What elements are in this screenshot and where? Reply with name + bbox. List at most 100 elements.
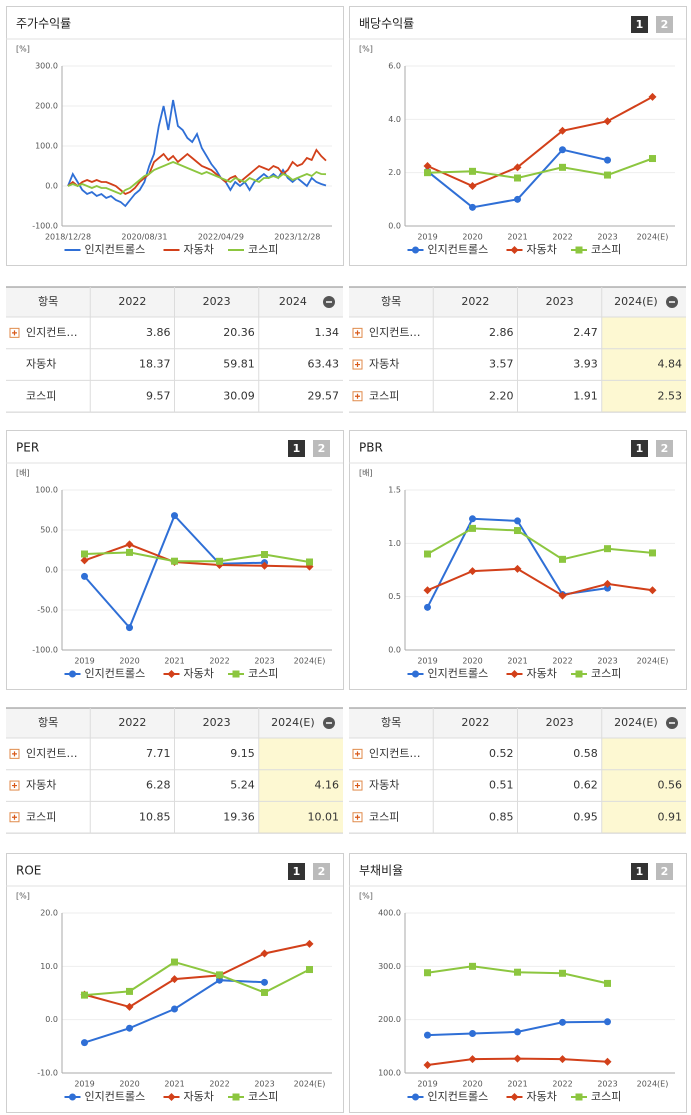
tab-button[interactable] bbox=[313, 440, 330, 457]
table-header-cell: 2023 bbox=[546, 295, 574, 308]
tab-button[interactable] bbox=[656, 863, 673, 880]
x-tick-label: 2020 bbox=[462, 1080, 482, 1089]
tab-button-label[interactable]: 1 bbox=[636, 18, 644, 31]
legend-label: 코스피 bbox=[591, 243, 621, 256]
tab-button[interactable] bbox=[288, 440, 305, 457]
row-label: 코스피 bbox=[369, 389, 399, 402]
tab-button-label[interactable]: 1 bbox=[636, 865, 644, 878]
legend-swatch bbox=[412, 670, 419, 678]
data-point bbox=[81, 1039, 88, 1047]
y-tick-label: 0.0 bbox=[388, 222, 401, 231]
data-point bbox=[261, 551, 268, 559]
table-cell: 1.34 bbox=[315, 326, 340, 339]
table-cell: 9.57 bbox=[146, 389, 171, 402]
tab-button-label[interactable]: 1 bbox=[293, 442, 301, 455]
tab-button[interactable] bbox=[631, 16, 648, 33]
data-point bbox=[306, 966, 313, 974]
table-cell: 3.93 bbox=[573, 358, 598, 371]
data-point bbox=[559, 969, 566, 977]
legend-swatch bbox=[575, 246, 583, 254]
legend-swatch bbox=[232, 1093, 240, 1101]
x-tick-label: 2019 bbox=[417, 1080, 437, 1089]
x-tick-label: 2024(E) bbox=[294, 657, 326, 666]
data-point bbox=[603, 1057, 612, 1066]
legend-swatch bbox=[575, 1093, 583, 1101]
legend-swatch bbox=[232, 670, 240, 678]
data-point bbox=[125, 1002, 134, 1011]
tab-button-label[interactable]: 2 bbox=[661, 865, 669, 878]
tab-button-label[interactable]: 2 bbox=[661, 18, 669, 31]
tab-button-label[interactable]: 2 bbox=[318, 865, 326, 878]
data-point bbox=[604, 156, 611, 164]
legend-label: 인지컨트롤스 bbox=[428, 667, 489, 680]
highlight-cell bbox=[601, 769, 686, 802]
table-cell: 0.62 bbox=[573, 779, 598, 792]
data-point bbox=[126, 548, 133, 556]
legend-label: 자동차 bbox=[184, 667, 214, 680]
data-point bbox=[604, 979, 611, 987]
data-point bbox=[649, 155, 656, 163]
legend-swatch bbox=[167, 670, 176, 678]
legend-swatch bbox=[69, 670, 76, 678]
data-point bbox=[171, 1005, 178, 1013]
x-tick-label: 2022 bbox=[552, 233, 572, 242]
tab-button[interactable] bbox=[656, 16, 673, 33]
row-label: 인지컨트… bbox=[369, 747, 420, 760]
series-line bbox=[67, 161, 327, 196]
table-header-cell: 2022 bbox=[461, 295, 489, 308]
legend-swatch bbox=[412, 246, 419, 254]
data-point bbox=[513, 163, 522, 172]
y-tick-label: 6.0 bbox=[388, 62, 401, 71]
tab-button[interactable] bbox=[288, 863, 305, 880]
tab-button-label[interactable]: 2 bbox=[318, 442, 326, 455]
highlight-cell bbox=[258, 738, 343, 770]
table-cell: 29.57 bbox=[308, 389, 340, 402]
data-point bbox=[604, 545, 611, 553]
y-tick-label: 200.0 bbox=[35, 102, 58, 111]
table-cell: 30.09 bbox=[223, 389, 255, 402]
series-line bbox=[84, 551, 310, 563]
data-point bbox=[170, 975, 179, 984]
data-point bbox=[604, 171, 611, 179]
tab-button[interactable] bbox=[631, 863, 648, 880]
table-cell: 0.85 bbox=[489, 810, 514, 823]
tab-button-label[interactable]: 1 bbox=[636, 442, 644, 455]
data-point bbox=[423, 162, 432, 170]
data-point bbox=[424, 969, 431, 977]
data-point bbox=[604, 1018, 611, 1026]
table-header-cell: 2022 bbox=[118, 716, 146, 729]
panel-title: ROE bbox=[16, 864, 41, 878]
row-label: 인지컨트… bbox=[26, 747, 77, 760]
row-label: 코스피 bbox=[26, 389, 56, 402]
panel bbox=[349, 6, 687, 266]
x-tick-label: 2024(E) bbox=[637, 233, 669, 242]
table-cell: 1.91 bbox=[573, 389, 598, 402]
table-header-cell: 2023 bbox=[203, 716, 231, 729]
data-point bbox=[424, 169, 431, 177]
data-point bbox=[604, 584, 611, 592]
table-cell: 9.15 bbox=[230, 747, 255, 760]
panel-title: PBR bbox=[359, 441, 383, 455]
data-point bbox=[514, 968, 521, 976]
tab-button-label[interactable]: 2 bbox=[661, 442, 669, 455]
table-cell: 63.43 bbox=[308, 358, 340, 371]
x-tick-label: 2023 bbox=[597, 233, 617, 242]
y-tick-label: 200.0 bbox=[378, 1015, 401, 1024]
data-point bbox=[558, 126, 567, 135]
data-point bbox=[603, 579, 612, 588]
x-tick-label: 2019 bbox=[74, 1080, 94, 1089]
unit-label: [%] bbox=[359, 45, 373, 54]
series-line bbox=[67, 99, 327, 208]
highlight-cell bbox=[258, 801, 343, 834]
tab-button[interactable] bbox=[313, 863, 330, 880]
tab-button[interactable] bbox=[656, 440, 673, 457]
panel-title: 부채비율 bbox=[359, 864, 403, 878]
data-point bbox=[648, 92, 657, 101]
x-tick-label: 2023 bbox=[597, 657, 617, 666]
table-cell: 3.57 bbox=[489, 358, 514, 371]
data-point bbox=[424, 1031, 431, 1039]
tab-button-label[interactable]: 1 bbox=[293, 865, 301, 878]
data-point bbox=[216, 557, 223, 565]
tab-button[interactable] bbox=[631, 440, 648, 457]
y-tick-label: 0.0 bbox=[45, 566, 58, 575]
